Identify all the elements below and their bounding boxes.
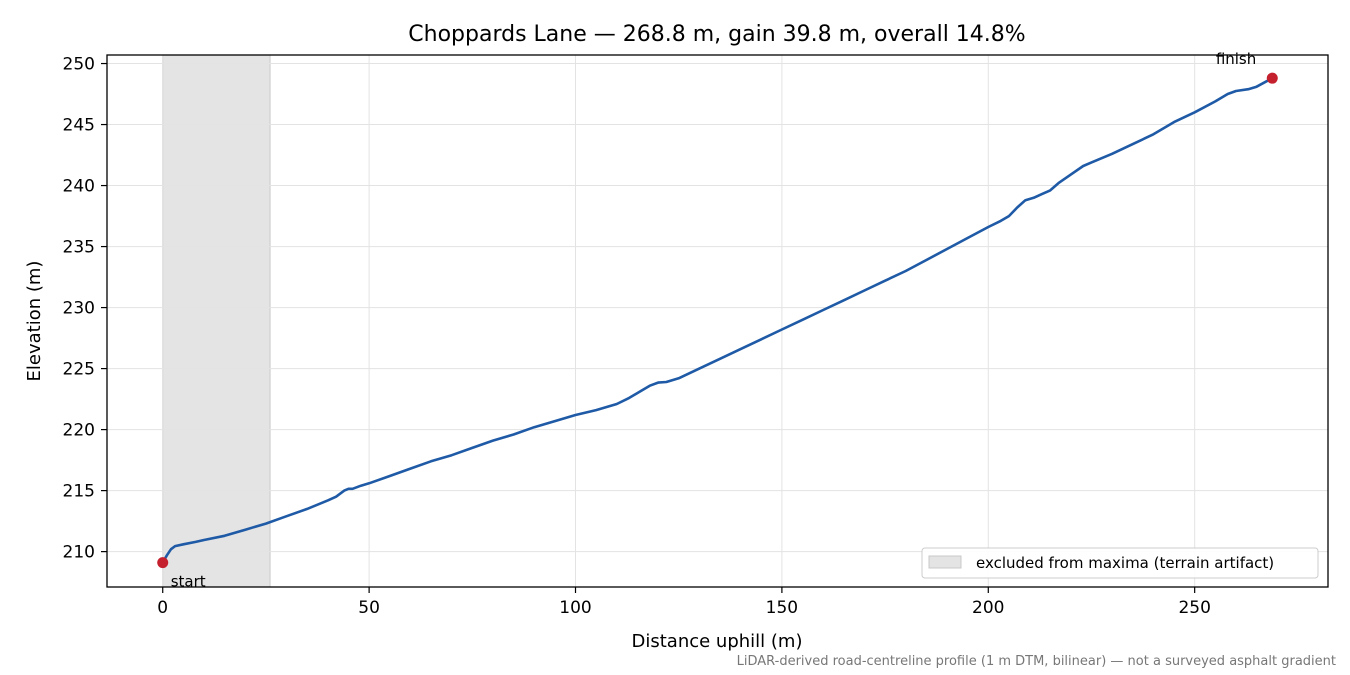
x-tick-label: 100	[559, 598, 591, 618]
start-marker	[157, 557, 169, 569]
y-tick-label: 240	[63, 177, 95, 197]
x-tick-label: 0	[157, 598, 168, 618]
footnote: LiDAR-derived road-centreline profile (1…	[737, 654, 1336, 669]
x-tick-label: 50	[358, 598, 380, 618]
legend: excluded from maxima (terrain artifact)	[921, 547, 1319, 579]
finish-marker	[1266, 72, 1278, 84]
y-tick-label: 245	[63, 116, 95, 136]
x-tick-label: 150	[766, 598, 798, 618]
excluded-region	[162, 54, 271, 588]
y-axis-label: Elevation (m)	[24, 261, 45, 382]
finish-label: finish	[1216, 50, 1256, 68]
plot-frame	[106, 54, 1329, 588]
grid-lines	[107, 55, 1328, 587]
x-axis-label: Distance uphill (m)	[632, 631, 803, 652]
y-tick-label: 210	[63, 543, 95, 563]
y-tick-label: 230	[63, 299, 95, 319]
y-tick-label: 250	[63, 55, 95, 75]
y-tick-label: 215	[63, 482, 95, 502]
legend-box	[921, 547, 1319, 579]
x-tick-label: 200	[972, 598, 1004, 618]
y-axis-ticks: 210 215 220 225 230 235 240 245 250	[63, 55, 107, 563]
y-tick-label: 220	[63, 421, 95, 441]
legend-swatch	[928, 555, 962, 569]
y-tick-label: 225	[63, 360, 95, 380]
y-tick-label: 235	[63, 238, 95, 258]
start-label: start	[171, 573, 206, 591]
elevation-line	[161, 76, 1274, 564]
x-axis-ticks: 0 50 100 150 200 250	[157, 587, 1211, 618]
legend-label: excluded from maxima (terrain artifact)	[976, 554, 1274, 572]
plot-area: start finish 0 50 100 150 200 250 210 215 220 225…	[63, 50, 1329, 618]
x-tick-label: 250	[1178, 598, 1210, 618]
chart-title: Choppards Lane — 268.8 m, gain 39.8 m, o…	[408, 22, 1025, 47]
